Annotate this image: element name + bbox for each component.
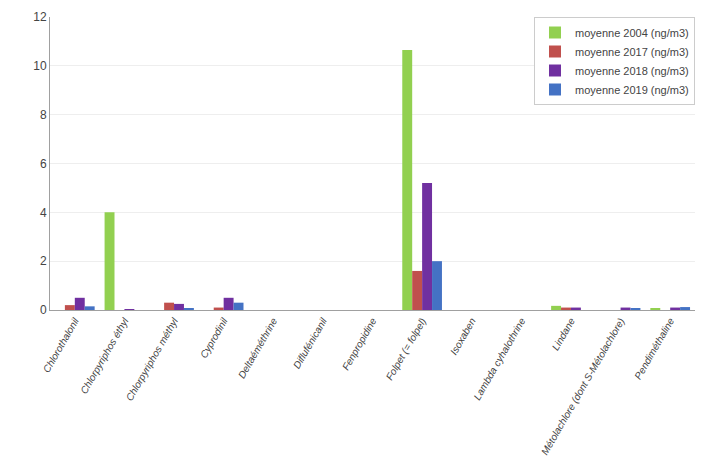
svg-text:Chlorpyriphos éthyl: Chlorpyriphos éthyl xyxy=(78,315,131,395)
svg-text:Lambda cyhalothrine: Lambda cyhalothrine xyxy=(471,316,527,402)
svg-text:Cyprodinil: Cyprodinil xyxy=(198,315,230,360)
svg-text:10: 10 xyxy=(33,59,47,73)
svg-text:Deltaéméthrine: Deltaéméthrine xyxy=(236,316,280,381)
svg-text:Isoxaben: Isoxaben xyxy=(448,316,478,357)
svg-text:0: 0 xyxy=(40,303,47,317)
svg-text:moyenne 2004 (ng/m3): moyenne 2004 (ng/m3) xyxy=(575,27,689,39)
svg-text:Lindane: Lindane xyxy=(550,316,578,353)
svg-text:12: 12 xyxy=(33,10,47,24)
svg-text:Folpet (= folpel): Folpet (= folpel) xyxy=(384,316,428,382)
svg-text:Chlorothalonil: Chlorothalonil xyxy=(41,315,81,374)
svg-text:Pendiméthaline: Pendiméthaline xyxy=(632,316,676,382)
svg-text:Diflufénicanil: Diflufénicanil xyxy=(291,315,329,370)
svg-text:Métolachlore (dont S-Métolachl: Métolachlore (dont S-Métolachlore) xyxy=(539,316,627,457)
svg-text:4: 4 xyxy=(40,206,47,220)
svg-text:Fenpropidine: Fenpropidine xyxy=(340,316,379,372)
svg-text:moyenne 2018 (ng/m3): moyenne 2018 (ng/m3) xyxy=(575,65,689,77)
svg-text:moyenne 2017 (ng/m3): moyenne 2017 (ng/m3) xyxy=(575,46,689,58)
svg-text:8: 8 xyxy=(40,108,47,122)
svg-text:moyenne 2019 (ng/m3): moyenne 2019 (ng/m3) xyxy=(575,84,689,96)
svg-text:6: 6 xyxy=(40,157,47,171)
svg-text:2: 2 xyxy=(40,254,47,268)
svg-text:Chlorpyriphos méthyl: Chlorpyriphos méthyl xyxy=(124,315,181,403)
